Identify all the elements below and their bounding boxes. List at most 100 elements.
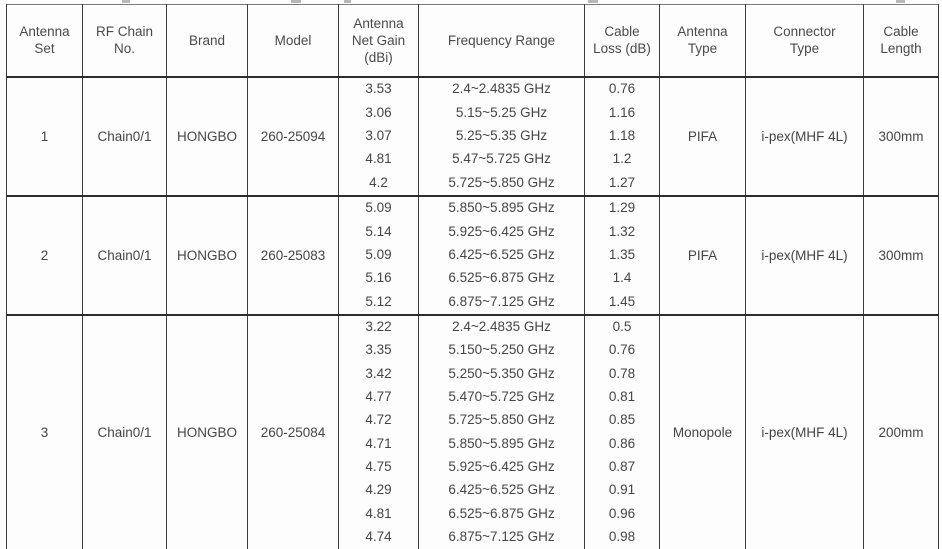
gain-value: 4.72	[365, 412, 392, 428]
cell-connector-type: i-pex(MHF 4L)	[745, 76, 864, 196]
frequency-range-value: 6.525~6.875 GHz	[448, 505, 555, 521]
gain-value: 5.14	[365, 223, 392, 239]
col-header-connector-type: Connector Type	[745, 4, 864, 78]
cable-loss-value: 0.96	[608, 505, 636, 521]
cell-model: 260-25084	[247, 314, 339, 549]
gain-value: 4.74	[365, 528, 392, 544]
cell-rf-chain: Chain0/1	[82, 195, 167, 315]
cell-model: 260-25083	[247, 195, 339, 315]
cell-antenna-set: 1	[6, 76, 83, 196]
top-edge-artifact	[122, 0, 130, 3]
antenna-spec-table: Antenna Set RF Chain No. Brand Model Ant…	[6, 4, 939, 549]
gain-value: 4.71	[365, 435, 392, 451]
cable-loss-value: 1.45	[608, 293, 636, 309]
col-header-net-gain: Antenna Net Gain (dBi)	[338, 4, 419, 78]
cell-antenna-type: Monopole	[659, 314, 746, 549]
frequency-range-value: 6.525~6.875 GHz	[448, 270, 555, 286]
cable-loss-value: 0.98	[608, 528, 636, 544]
table-row-set-2: 2 Chain0/1 HONGBO 260-25083 5.09 5.14 5.…	[6, 195, 939, 315]
cell-brand: HONGBO	[166, 314, 248, 549]
cable-loss-value: 0.78	[608, 365, 636, 381]
table-row-set-3: 3 Chain0/1 HONGBO 260-25084 3.22 3.35 3.…	[6, 314, 939, 549]
gain-value: 3.07	[365, 127, 392, 143]
gain-value: 4.77	[365, 389, 392, 405]
gain-value: 4.2	[369, 174, 388, 190]
cable-loss-value: 1.18	[608, 127, 636, 143]
cell-frequency-list: 5.850~5.895 GHz 5.925~6.425 GHz 6.425~6.…	[418, 195, 585, 315]
frequency-range-value: 6.875~7.125 GHz	[448, 528, 555, 544]
frequency-range-value: 5.470~5.725 GHz	[448, 389, 555, 405]
cell-cable-length: 300mm	[863, 195, 939, 315]
top-edge-artifact	[896, 0, 905, 3]
frequency-range-value: 5.925~6.425 GHz	[448, 223, 555, 239]
gain-value: 3.22	[365, 319, 392, 335]
cable-loss-value: 1.32	[608, 223, 636, 239]
cell-brand: HONGBO	[166, 195, 248, 315]
frequency-range-value: 5.15~5.25 GHz	[455, 104, 548, 120]
frequency-range-value: 5.925~6.425 GHz	[448, 458, 555, 474]
cell-frequency-list: 2.4~2.4835 GHz 5.150~5.250 GHz 5.250~5.3…	[418, 314, 585, 549]
cable-loss-value: 0.91	[608, 482, 636, 498]
gain-value: 5.16	[365, 270, 392, 286]
cable-loss-value: 0.85	[608, 412, 636, 428]
header-row: Antenna Set RF Chain No. Brand Model Ant…	[6, 4, 939, 78]
table-row-set-1: 1 Chain0/1 HONGBO 260-25094 3.53 3.06 3.…	[6, 76, 939, 196]
col-header-rf-chain-no: RF Chain No.	[82, 4, 167, 78]
cell-gain-list: 3.53 3.06 3.07 4.81 4.2	[338, 76, 419, 196]
top-edge-artifact	[344, 0, 351, 3]
col-header-antenna-set: Antenna Set	[6, 4, 83, 78]
gain-value: 4.29	[365, 482, 392, 498]
cell-connector-type: i-pex(MHF 4L)	[745, 195, 864, 315]
frequency-range-value: 2.4~2.4835 GHz	[452, 81, 551, 97]
frequency-range-value: 5.150~5.250 GHz	[448, 342, 555, 358]
gain-value: 5.09	[365, 200, 392, 216]
frequency-range-value: 6.425~6.525 GHz	[448, 246, 555, 262]
frequency-range-value: 5.47~5.725 GHz	[452, 151, 551, 167]
top-edge-artifact	[291, 0, 301, 3]
cable-loss-value: 0.76	[608, 81, 636, 97]
cable-loss-value: 1.29	[608, 200, 636, 216]
cell-cable-loss-list: 1.29 1.32 1.35 1.4 1.45	[584, 195, 660, 315]
cell-frequency-list: 2.4~2.4835 GHz 5.15~5.25 GHz 5.25~5.35 G…	[418, 76, 585, 196]
cell-connector-type: i-pex(MHF 4L)	[745, 314, 864, 549]
cell-cable-loss-list: 0.76 1.16 1.18 1.2 1.27	[584, 76, 660, 196]
cable-loss-value: 0.76	[608, 342, 636, 358]
gain-value: 3.06	[365, 104, 392, 120]
gain-value: 5.12	[365, 293, 392, 309]
cell-cable-length: 300mm	[863, 76, 939, 196]
cell-antenna-type: PIFA	[659, 76, 746, 196]
cable-loss-value: 0.81	[608, 389, 636, 405]
gain-value: 3.35	[365, 342, 392, 358]
cable-loss-value: 1.16	[608, 104, 636, 120]
cable-loss-value: 1.4	[612, 270, 632, 286]
gain-value: 3.53	[365, 81, 392, 97]
frequency-range-value: 2.4~2.4835 GHz	[452, 319, 551, 335]
frequency-range-value: 5.725~5.850 GHz	[448, 412, 555, 428]
frequency-range-value: 5.725~5.850 GHz	[448, 174, 555, 190]
cell-rf-chain: Chain0/1	[82, 314, 167, 549]
cell-cable-loss-list: 0.5 0.76 0.78 0.81 0.85 0.86 0.87 0.91 0…	[584, 314, 660, 549]
cable-loss-value: 1.35	[608, 246, 636, 262]
cable-loss-value: 0.86	[608, 435, 636, 451]
gain-value: 4.81	[365, 505, 392, 521]
col-header-model: Model	[247, 4, 339, 78]
cell-brand: HONGBO	[166, 76, 248, 196]
gain-value: 3.42	[365, 365, 392, 381]
cell-antenna-set: 2	[6, 195, 83, 315]
cell-gain-list: 5.09 5.14 5.09 5.16 5.12	[338, 195, 419, 315]
cable-loss-value: 0.5	[612, 319, 632, 335]
col-header-brand: Brand	[166, 4, 248, 78]
frequency-range-value: 5.250~5.350 GHz	[448, 365, 555, 381]
frequency-range-value: 5.25~5.35 GHz	[455, 127, 548, 143]
gain-value: 4.81	[365, 151, 392, 167]
frequency-range-value: 5.850~5.895 GHz	[448, 200, 555, 216]
top-edge-artifact	[588, 0, 598, 3]
col-header-cable-length: Cable Length	[863, 4, 939, 78]
frequency-range-value: 6.425~6.525 GHz	[448, 482, 555, 498]
cable-loss-value: 1.27	[608, 174, 636, 190]
cell-model: 260-25094	[247, 76, 339, 196]
cable-loss-value: 1.2	[612, 151, 632, 167]
cell-antenna-type: PIFA	[659, 195, 746, 315]
cell-cable-length: 200mm	[863, 314, 939, 549]
